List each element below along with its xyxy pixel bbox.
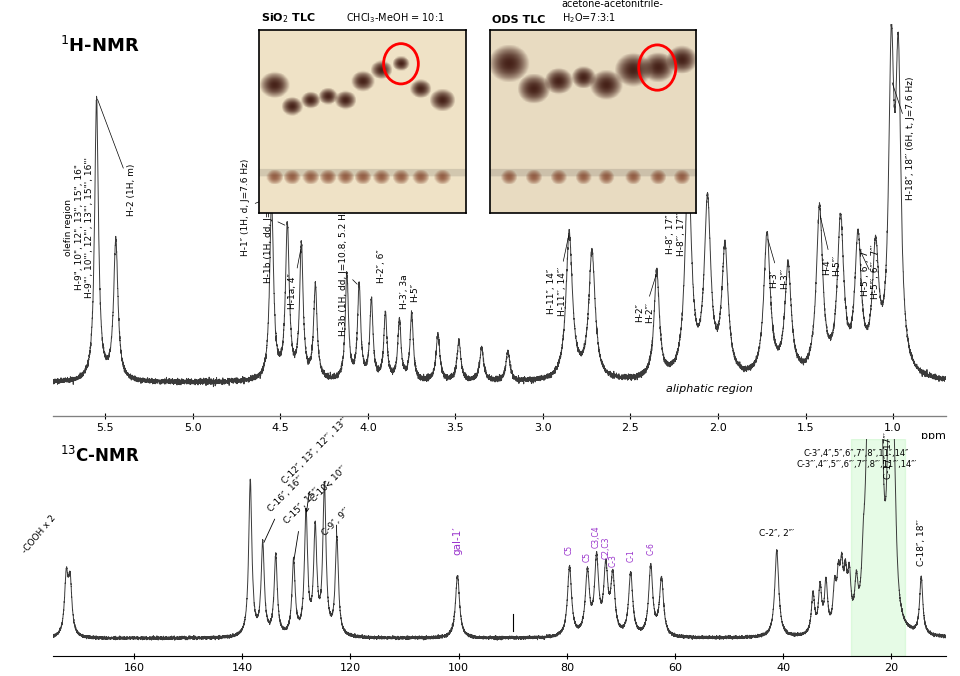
Text: H-11″, 14″
H-11″′, 14″′: H-11″, 14″ H-11″′, 14″′ (547, 236, 568, 316)
Text: C-3″,4″,5″,6″,7″,8″,11″,14″
C-3″′,4″′,5″′,6″′,7″′,8″′,11″′,14″′: C-3″,4″,5″,6″,7″,8″,11″,14″ C-3″′,4″′,5″… (796, 450, 917, 469)
Text: C5: C5 (583, 552, 592, 562)
Bar (851, 439, 905, 656)
Text: H-4″
H-5″′: H-4″ H-5″′ (820, 216, 842, 276)
Text: -COOH x 2: -COOH x 2 (21, 514, 59, 556)
Text: H-8″, 17″
H-8″′, 17″′: H-8″, 17″ H-8″′, 17″′ (666, 172, 687, 256)
Text: C-18″, 18″′: C-18″, 18″′ (917, 519, 925, 566)
Text: C-6: C-6 (646, 542, 656, 556)
Text: ODS TLC: ODS TLC (492, 15, 545, 25)
Text: gal-1′: gal-1′ (452, 527, 463, 556)
Text: C-10″, 10″′: C-10″, 10″′ (310, 464, 349, 504)
Text: C-3: C-3 (609, 554, 617, 567)
Text: ppm: ppm (921, 431, 946, 441)
Text: acetone-acetonitrile-
H$_2$O=7:3:1: acetone-acetonitrile- H$_2$O=7:3:1 (562, 0, 663, 25)
Text: $^{1}$H-NMR: $^{1}$H-NMR (60, 35, 139, 55)
Text: CHCl$_3$-MeOH = 10:1: CHCl$_3$-MeOH = 10:1 (346, 11, 444, 25)
Text: H-3″
H-3″′: H-3″ H-3″′ (768, 239, 789, 289)
Text: C5: C5 (565, 546, 574, 556)
Text: C-9″, 9″′: C-9″, 9″′ (321, 507, 352, 538)
Text: $^{13}$C-NMR: $^{13}$C-NMR (60, 446, 139, 466)
Text: C-2″, 2″′: C-2″, 2″′ (759, 529, 794, 538)
Text: H-3b (1H, dd, J=10.8, 5.2 Hz): H-3b (1H, dd, J=10.8, 5.2 Hz) (339, 205, 357, 336)
Text: C-1: C-1 (626, 550, 636, 562)
Text: olefin region
H-9", 10", 12", 13", 15", 16"
H-9"', 10"', 12"', 13"', 15"', 16"': olefin region H-9", 10", 12", 13", 15", … (64, 157, 94, 297)
Text: H-18″, 18″′ (6H, t, J=7.6 Hz): H-18″, 18″′ (6H, t, J=7.6 Hz) (892, 76, 915, 200)
Text: H-2 (1H, m): H-2 (1H, m) (98, 99, 136, 216)
Text: C-12″, 13″, 12″′, 13″′: C-12″, 13″, 12″′, 13″′ (280, 416, 349, 512)
Text: H-2″, 6″: H-2″, 6″ (377, 249, 387, 283)
Text: H-5″, 6″, 7″
H-5″′, 6″′, 7″′: H-5″, 6″, 7″ H-5″′, 6″′, 7″′ (859, 245, 880, 299)
Text: C-17″, 17″′: C-17″, 17″′ (884, 433, 894, 479)
Text: H-2″
H-2″′: H-2″ H-2″′ (635, 276, 656, 322)
Text: SiO$_2$ TLC: SiO$_2$ TLC (261, 11, 316, 25)
Text: aliphatic region: aliphatic region (665, 384, 753, 394)
Text: H-1b (1H, dd, J=11.6, 2.0 Hz): H-1b (1H, dd, J=11.6, 2.0 Hz) (264, 151, 285, 283)
Text: C3,C4: C3,C4 (592, 526, 601, 548)
Text: H-3′, 3a
H-5″: H-3′, 3a H-5″ (400, 274, 420, 310)
Text: C-15″, 15″′: C-15″, 15″′ (283, 487, 323, 560)
Text: H-1a, 4″: H-1a, 4″ (288, 249, 300, 310)
Text: C-16″, 16″′: C-16″, 16″′ (264, 475, 306, 542)
Text: H-1″ (1H, d, J=7.6 Hz): H-1″ (1H, d, J=7.6 Hz) (241, 159, 269, 256)
Text: C2,C3: C2,C3 (601, 536, 611, 559)
